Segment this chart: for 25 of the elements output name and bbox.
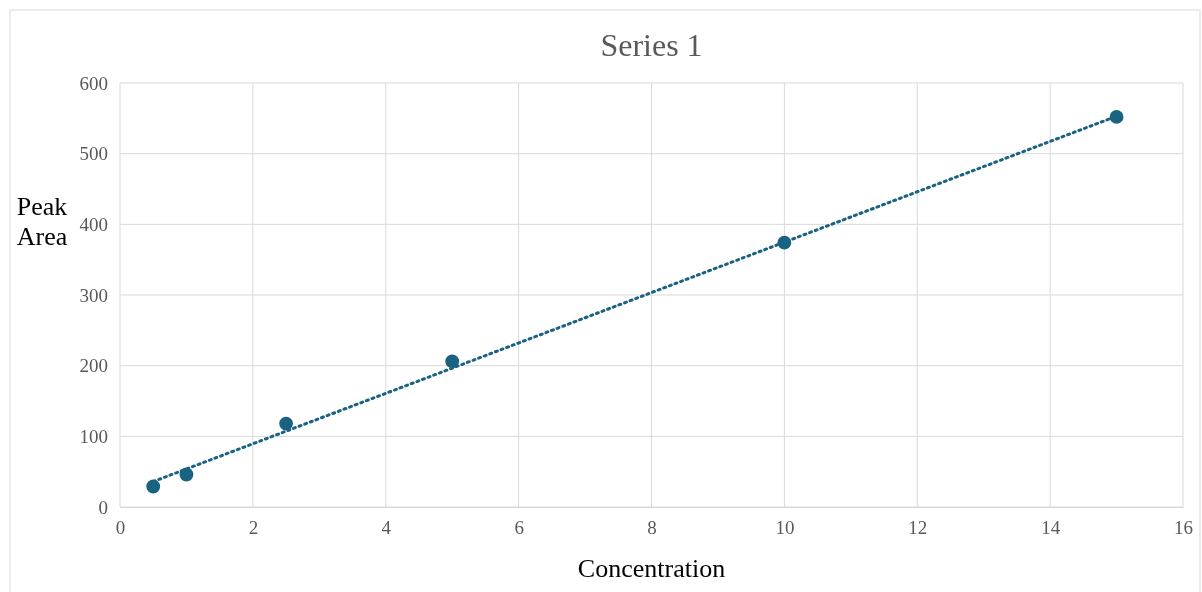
y-tick-label: 600: [79, 72, 108, 94]
x-tick-label: 8: [647, 517, 657, 539]
point: [279, 416, 293, 431]
y-tick-label: 500: [79, 143, 108, 165]
point: [777, 235, 792, 250]
y-tick-label: 100: [79, 425, 108, 447]
chart-title: Series 1: [600, 27, 703, 63]
x-tick-label: 4: [381, 517, 392, 539]
x-tick-label: 14: [1041, 517, 1061, 539]
y-tick-label: 300: [79, 284, 108, 306]
x-tick-label: 10: [775, 517, 795, 539]
x-tick-label: 0: [115, 517, 126, 539]
y-tick-label: 0: [98, 496, 108, 518]
y-tick-label: 200: [79, 355, 108, 377]
y-tick-label: 400: [79, 213, 108, 235]
x-tick-label: 16: [1174, 517, 1193, 539]
x-tick-label: 2: [248, 517, 259, 539]
x-tick-label: 12: [908, 517, 928, 539]
x-tick-label: 6: [514, 517, 524, 539]
point: [445, 354, 460, 369]
point: [179, 467, 194, 482]
point: [146, 479, 161, 494]
x-axis-title: Concentration: [577, 554, 726, 583]
y-axis-title: Peak Area: [16, 192, 68, 251]
point: [1109, 110, 1124, 124]
